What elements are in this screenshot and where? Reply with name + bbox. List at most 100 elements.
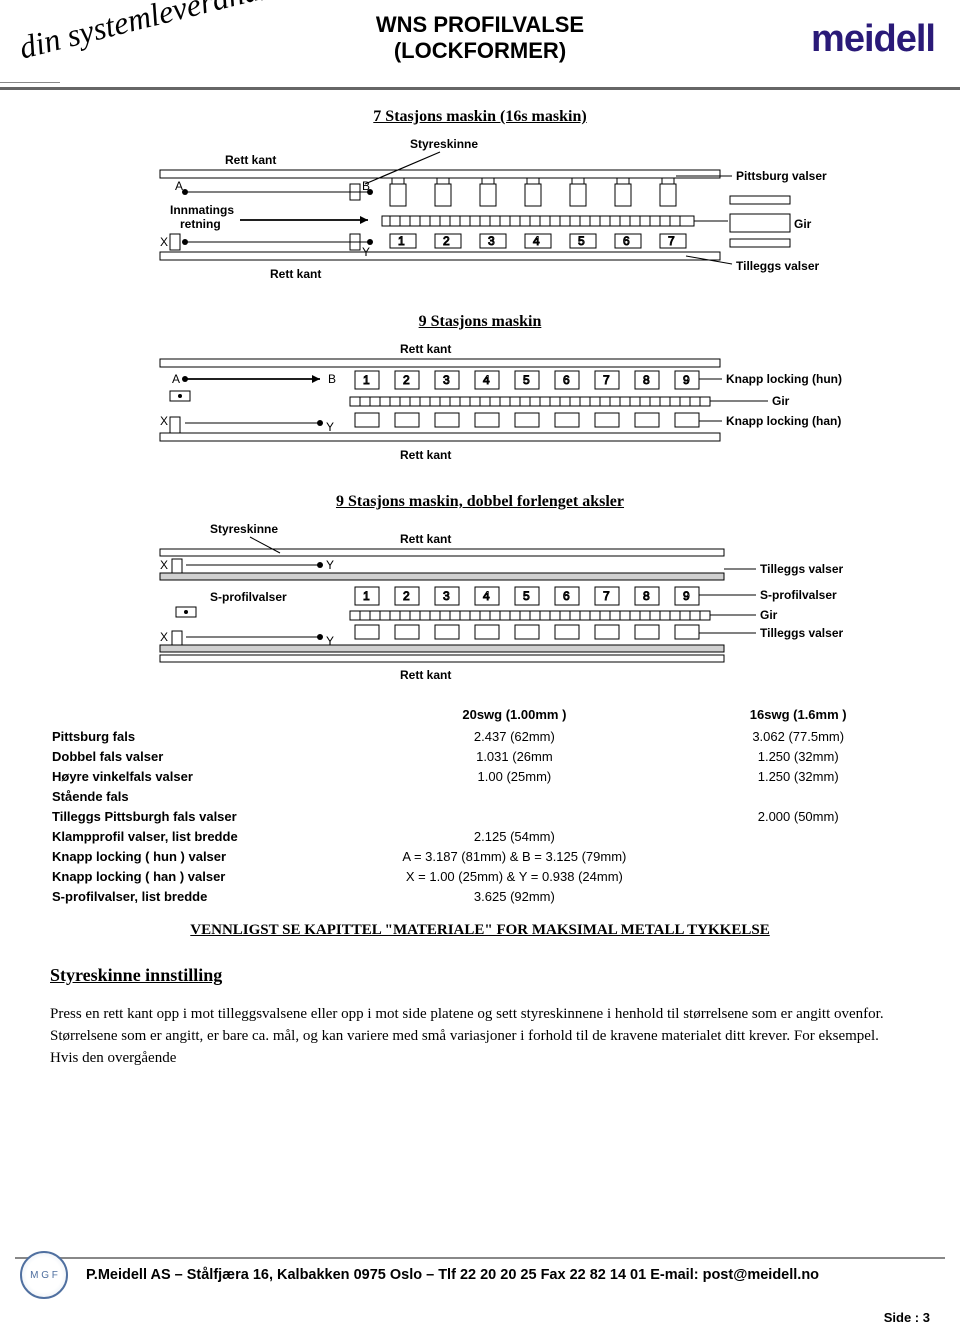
row-mid: A = 3.187 (81mm) & B = 3.125 (79mm) <box>342 846 686 866</box>
svg-text:Rett kant: Rett kant <box>225 153 276 167</box>
content-area: 7 Stasjons maskin (16s maskin) Styreskin… <box>0 90 960 1069</box>
svg-text:8: 8 <box>643 373 650 387</box>
svg-text:3: 3 <box>443 589 450 603</box>
svg-text:6: 6 <box>563 373 570 387</box>
svg-text:2: 2 <box>403 373 410 387</box>
row-mid <box>342 806 686 826</box>
brand-logo-text: meidell <box>811 18 935 61</box>
row-label: Pittsburg fals <box>50 726 342 746</box>
row-mid: 2.125 (54mm) <box>342 826 686 846</box>
svg-text:7: 7 <box>603 589 610 603</box>
svg-text:Rett kant: Rett kant <box>270 267 321 281</box>
row-right <box>686 846 910 866</box>
row-right: 2.000 (50mm) <box>686 806 910 826</box>
title-line-2: (LOCKFORMER) <box>376 38 584 64</box>
table-row: Tilleggs Pittsburgh fals valser 2.000 (50… <box>50 806 910 826</box>
svg-text:6: 6 <box>563 589 570 603</box>
page-number: Side : 3 <box>884 1310 930 1325</box>
svg-text:4: 4 <box>483 373 490 387</box>
row-label: Knapp locking ( han ) valser <box>50 866 342 886</box>
footer-contact-text: P.Meidell AS – Stålfjæra 16, Kalbakken 0… <box>86 1267 935 1283</box>
svg-text:A: A <box>172 372 180 386</box>
svg-text:X: X <box>160 630 168 644</box>
table-row: Knapp locking ( han ) valserX = 1.00 (25… <box>50 866 910 886</box>
svg-text:A: A <box>175 179 183 193</box>
col-head-2: 16swg (1.6mm ) <box>686 703 910 726</box>
svg-text:3: 3 <box>488 234 495 248</box>
col-head-1: 20swg (1.00mm ) <box>342 703 686 726</box>
svg-text:1: 1 <box>363 373 370 387</box>
svg-text:4: 4 <box>533 234 540 248</box>
table-row: Stående fals <box>50 786 910 806</box>
svg-text:Y: Y <box>326 420 334 434</box>
svg-text:Rett kant: Rett kant <box>400 668 451 682</box>
row-right: 1.250 (32mm) <box>686 746 910 766</box>
svg-text:Gir: Gir <box>772 394 790 408</box>
row-mid <box>342 786 686 806</box>
svg-text:7: 7 <box>603 373 610 387</box>
svg-text:Knapp locking (han): Knapp locking (han) <box>726 414 841 428</box>
row-label: Knapp locking ( hun ) valser <box>50 846 342 866</box>
svg-text:2: 2 <box>443 234 450 248</box>
svg-text:Innmatings: Innmatings <box>170 203 234 217</box>
svg-text:9: 9 <box>683 589 690 603</box>
svg-text:X: X <box>160 235 168 249</box>
row-right: 1.250 (32mm) <box>686 766 910 786</box>
title-line-1: WNS PROFILVALSE <box>376 12 584 38</box>
svg-text:Styreskinne: Styreskinne <box>210 522 278 536</box>
materials-note: VENNLIGST SE KAPITTEL "MATERIALE" FOR MA… <box>50 922 910 939</box>
table-row: Klampprofil valser, list bredde2.125 (54… <box>50 826 910 846</box>
decorative-line <box>0 82 60 83</box>
svg-text:5: 5 <box>578 234 585 248</box>
svg-text:Y: Y <box>326 558 334 572</box>
svg-text:6: 6 <box>623 234 630 248</box>
page-footer: M G F P.Meidell AS – Stålfjæra 16, Kalba… <box>20 1251 935 1299</box>
row-right <box>686 826 910 846</box>
row-label: Klampprofil valser, list bredde <box>50 826 342 846</box>
svg-text:5: 5 <box>523 589 530 603</box>
svg-text:Tilleggs valser: Tilleggs valser <box>760 562 843 576</box>
page-header: din systemleverandør WNS PROFILVALSE (LO… <box>0 0 960 90</box>
diagram-3: Styreskinne Rett kant X Y Tilleggs valse… <box>90 519 870 689</box>
row-label: Stående fals <box>50 786 342 806</box>
svg-text:S-profilvalser: S-profilvalser <box>210 590 287 604</box>
body-paragraph: Press en rett kant opp i mot tilleggsval… <box>50 1004 910 1069</box>
svg-text:B: B <box>328 372 336 386</box>
row-mid: 1.00 (25mm) <box>342 766 686 786</box>
svg-text:Gir: Gir <box>760 608 778 622</box>
table-row: Dobbel fals valser1.031 (26mm1.250 (32mm… <box>50 746 910 766</box>
row-label: Høyre vinkelfals valser <box>50 766 342 786</box>
section-title-2: 9 Stasjons maskin <box>50 313 910 331</box>
slogan-text: din systemleverandør <box>16 0 291 66</box>
row-mid: 3.625 (92mm) <box>342 886 686 906</box>
section-title-3: 9 Stasjons maskin, dobbel forlenget aksl… <box>50 493 910 511</box>
diagram-1: Styreskinne Rett kant A B Innmatings ret… <box>90 134 870 299</box>
svg-text:X: X <box>160 414 168 428</box>
svg-text:Tilleggs valser: Tilleggs valser <box>760 626 843 640</box>
row-right: 3.062 (77.5mm) <box>686 726 910 746</box>
subsection-title: Styreskinne innstilling <box>50 965 910 986</box>
data-table: 20swg (1.00mm ) 16swg (1.6mm ) Pittsburg… <box>50 703 910 906</box>
svg-text:X: X <box>160 558 168 572</box>
row-mid: 1.031 (26mm <box>342 746 686 766</box>
row-right <box>686 786 910 806</box>
svg-text:Rett kant: Rett kant <box>400 448 451 462</box>
svg-text:Knapp locking (hun): Knapp locking (hun) <box>726 372 842 386</box>
row-right <box>686 886 910 906</box>
row-label: Tilleggs Pittsburgh fals valser <box>50 806 342 826</box>
svg-text:Tilleggs valser: Tilleggs valser <box>736 259 819 273</box>
svg-text:3: 3 <box>443 373 450 387</box>
table-row: Pittsburg fals2.437 (62mm)3.062 (77.5mm) <box>50 726 910 746</box>
svg-text:1: 1 <box>363 589 370 603</box>
svg-text:9: 9 <box>683 373 690 387</box>
svg-text:retning: retning <box>180 217 221 231</box>
title-block: WNS PROFILVALSE (LOCKFORMER) <box>376 12 584 64</box>
svg-text:B: B <box>362 179 370 193</box>
svg-text:S-profilvalser: S-profilvalser <box>760 588 837 602</box>
row-right <box>686 866 910 886</box>
svg-text:Styreskinne: Styreskinne <box>410 137 478 151</box>
svg-text:Rett kant: Rett kant <box>400 532 451 546</box>
svg-text:4: 4 <box>483 589 490 603</box>
section-title-1: 7 Stasjons maskin (16s maskin) <box>50 108 910 126</box>
table-row: Høyre vinkelfals valser1.00 (25mm)1.250 … <box>50 766 910 786</box>
